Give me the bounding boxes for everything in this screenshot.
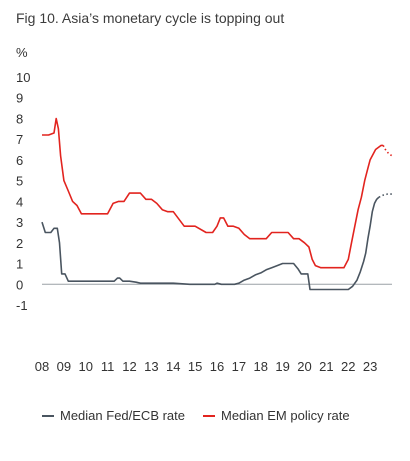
y-tick-label: 4 xyxy=(16,194,23,209)
series-line-em xyxy=(42,117,384,269)
legend-item: Median EM policy rate xyxy=(203,408,350,423)
y-tick-label: -1 xyxy=(16,298,28,313)
x-tick-label: 08 xyxy=(35,359,49,374)
legend-label: Median Fed/ECB rate xyxy=(60,408,186,423)
chart-title: Fig 10. Asia’s monetary cycle is topping… xyxy=(16,10,285,26)
x-tick-label: 23 xyxy=(363,359,377,374)
x-tick-label: 17 xyxy=(232,359,246,374)
y-tick-label: 5 xyxy=(16,174,23,189)
x-tick-label: 11 xyxy=(101,359,115,374)
projection-line-fed-ecb xyxy=(378,193,392,198)
legend-swatch xyxy=(42,414,54,417)
y-axis-label: % xyxy=(16,45,28,60)
legend-item: Median Fed/ECB rate xyxy=(42,408,185,423)
x-tick-label: 18 xyxy=(254,359,268,374)
y-tick-label: 6 xyxy=(16,153,23,168)
y-tick-label: 8 xyxy=(16,111,23,126)
y-tick-label: 7 xyxy=(16,132,23,147)
projection-line-em xyxy=(382,145,393,157)
y-tick-label: 2 xyxy=(16,236,23,251)
x-tick-label: 22 xyxy=(341,359,355,374)
x-tick-label: 14 xyxy=(166,359,180,374)
x-tick-label: 20 xyxy=(297,359,311,374)
chart-legend: Median Fed/ECB rate Median EM policy rate xyxy=(0,400,410,430)
y-tick-label: 9 xyxy=(16,91,23,106)
x-tick-label: 09 xyxy=(57,359,71,374)
legend-swatch xyxy=(203,414,215,417)
y-tick-label: 1 xyxy=(16,257,23,272)
legend-label: Median EM policy rate xyxy=(221,408,350,423)
x-tick-label: 12 xyxy=(122,359,136,374)
y-tick-label: 10 xyxy=(16,70,30,85)
series-line-fed-ecb xyxy=(41,196,380,291)
x-tick-label: 19 xyxy=(275,359,289,374)
y-tick-label: 3 xyxy=(16,215,23,230)
x-tick-label: 16 xyxy=(210,359,224,374)
y-tick-label: 0 xyxy=(16,277,23,292)
x-tick-label: 13 xyxy=(144,359,158,374)
x-tick-label: 10 xyxy=(79,359,93,374)
x-tick-label: 15 xyxy=(188,359,202,374)
x-tick-label: 21 xyxy=(319,359,333,374)
